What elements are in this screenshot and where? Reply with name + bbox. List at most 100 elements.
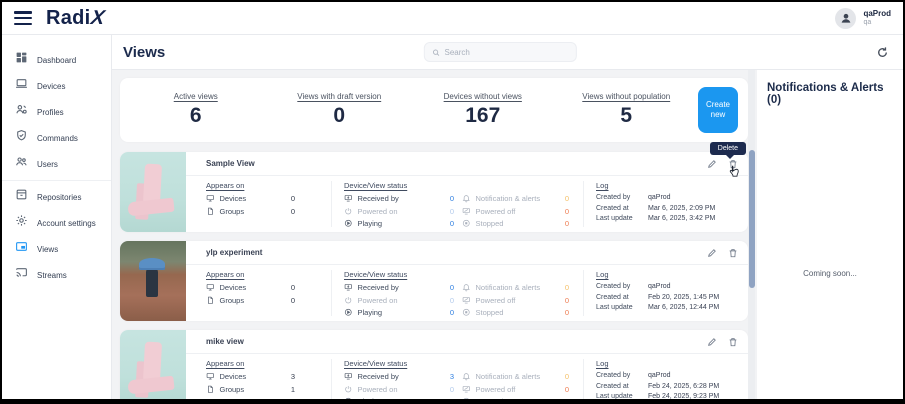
play-icon: [344, 219, 353, 228]
delete-view-button[interactable]: [728, 248, 738, 258]
playing-row: Playing 0: [344, 219, 462, 228]
notifications-row: Notification & alerts 0: [462, 372, 577, 381]
last-update-row: Last update Mar 6, 2025, 12:44 PM: [596, 304, 720, 311]
powered-on-count: 0: [449, 384, 454, 394]
created-by-value: qaProd: [648, 283, 671, 290]
notifications-panel: Notifications & Alerts (0) Coming soon..…: [757, 70, 903, 399]
notifications-count: 0: [564, 194, 569, 203]
view-title: Sample View: [206, 159, 255, 168]
page-title: Views: [123, 43, 166, 61]
devices-row: Devices 3: [206, 372, 323, 381]
appears-on-heading: Appears on: [206, 270, 245, 279]
created-at-row: Created at Mar 6, 2025, 2:09 PM: [596, 204, 716, 212]
sidebar-item-streams[interactable]: Streams: [2, 262, 111, 288]
notifications-panel-title: Notifications & Alerts (0): [767, 82, 884, 106]
sidebar-item-commands[interactable]: Commands: [2, 125, 111, 151]
scrollbar-thumb[interactable]: [748, 150, 755, 288]
sidebar-item-profiles[interactable]: Profiles: [2, 99, 111, 125]
sidebar-item-account-settings[interactable]: Account settings: [2, 210, 111, 236]
notifications-count: 0: [564, 283, 569, 292]
notifications-row: Notification & alerts 0: [462, 283, 577, 292]
sidebar-item-repositories[interactable]: Repositories: [2, 184, 111, 210]
last-update-value: Mar 6, 2025, 12:44 PM: [648, 304, 720, 311]
refresh-icon: [876, 46, 889, 59]
stop-icon: [462, 308, 471, 317]
view-thumbnail: [120, 241, 186, 321]
playing-count: 0: [449, 308, 454, 317]
groups-row: Groups 0: [206, 207, 323, 216]
status-heading: Device/View status: [344, 270, 408, 279]
received-by-row: Received by 0: [344, 194, 462, 203]
stat-devices-without-views: Devices without views 167: [443, 92, 522, 127]
views-list: Active views 6 Views with draft version 0 De…: [112, 70, 748, 399]
created-at-row: Created at Feb 20, 2025, 1:45 PM: [596, 293, 720, 301]
play-icon: [344, 397, 353, 404]
view-card[interactable]: ylp experiment Appears on Devices 0: [120, 241, 748, 321]
notifications-row: Notification & alerts 0: [462, 194, 577, 203]
view-cards: Sample View Delete Appears on Devices 0: [120, 141, 748, 404]
playing-row: Playing 0: [344, 308, 462, 317]
devices-icon: [15, 77, 28, 95]
coming-soon-text: Coming soon...: [803, 269, 857, 278]
devices-row: Devices 0: [206, 283, 323, 292]
hamburger-menu-icon[interactable]: [14, 11, 32, 25]
powered-off-row: Powered off 0: [462, 207, 577, 216]
sidebar-item-users[interactable]: Users: [2, 151, 111, 177]
refresh-button[interactable]: [876, 46, 889, 59]
delete-view-button[interactable]: [728, 337, 738, 347]
powered-on-count: 0: [449, 206, 454, 216]
created-by-row: Created by qaProd: [596, 372, 671, 379]
created-by-row: Created by qaProd: [596, 283, 671, 290]
groups-count: 0: [290, 295, 295, 305]
play-icon: [344, 308, 353, 317]
view-card[interactable]: Sample View Delete Appears on Devices 0: [120, 141, 748, 232]
scrollbar-track[interactable]: [748, 70, 755, 399]
stopped-count: 0: [564, 397, 569, 404]
trash-icon: [728, 248, 738, 258]
file-icon: [206, 207, 215, 216]
groups-count: 1: [290, 384, 295, 394]
sidebar-item-views[interactable]: Views: [2, 236, 111, 262]
view-card[interactable]: mike view Appears on Devices 3: [120, 330, 748, 404]
view-thumbnail: [120, 330, 186, 399]
sidebar-divider: [2, 180, 111, 181]
search-input[interactable]: [444, 47, 569, 57]
edit-view-button[interactable]: [707, 159, 717, 169]
powered-on-row: Powered on 0: [344, 296, 462, 305]
sidebar-item-devices[interactable]: Devices: [2, 73, 111, 99]
stat-views-with-draft-version: Views with draft version 0: [297, 92, 382, 127]
received-icon: [344, 372, 353, 381]
created-by-value: qaProd: [648, 194, 671, 201]
view-title: ylp experiment: [206, 248, 263, 257]
notifications-count: 0: [564, 372, 569, 381]
edit-view-button[interactable]: [707, 248, 717, 258]
last-update-row: Last update Feb 24, 2025, 9:23 PM: [596, 393, 720, 400]
log-heading: Log: [596, 270, 609, 279]
user-menu[interactable]: qaProd qa: [863, 9, 891, 26]
groups-count: 0: [290, 206, 295, 216]
stat-views-without-population: Views without population 5: [582, 92, 671, 127]
sidebar-item-dashboard[interactable]: Dashboard: [2, 47, 111, 73]
edit-view-button[interactable]: [707, 337, 717, 347]
monitor-icon: [206, 283, 215, 292]
stopped-count: 0: [564, 308, 569, 317]
user-avatar[interactable]: [835, 7, 857, 29]
powered-off-count: 0: [564, 295, 569, 305]
create-new-button[interactable]: Create new: [698, 87, 738, 133]
log-heading: Log: [596, 359, 609, 368]
devices-row: Devices 0: [206, 194, 323, 203]
search-box[interactable]: [423, 42, 577, 62]
created-at-row: Created at Feb 24, 2025, 6:28 PM: [596, 382, 720, 390]
file-icon: [206, 296, 215, 305]
playing-count: 0: [449, 219, 454, 228]
pencil-icon: [707, 159, 717, 169]
stat-active-views: Active views 6: [173, 92, 218, 127]
app-logo[interactable]: RadiX: [46, 6, 106, 29]
appears-on-heading: Appears on: [206, 359, 245, 368]
log-heading: Log: [596, 181, 609, 190]
delete-tooltip: Delete: [709, 141, 746, 159]
groups-row: Groups 1: [206, 385, 323, 394]
powered-off-row: Powered off 0: [462, 296, 577, 305]
received-by-row: Received by 0: [344, 283, 462, 292]
